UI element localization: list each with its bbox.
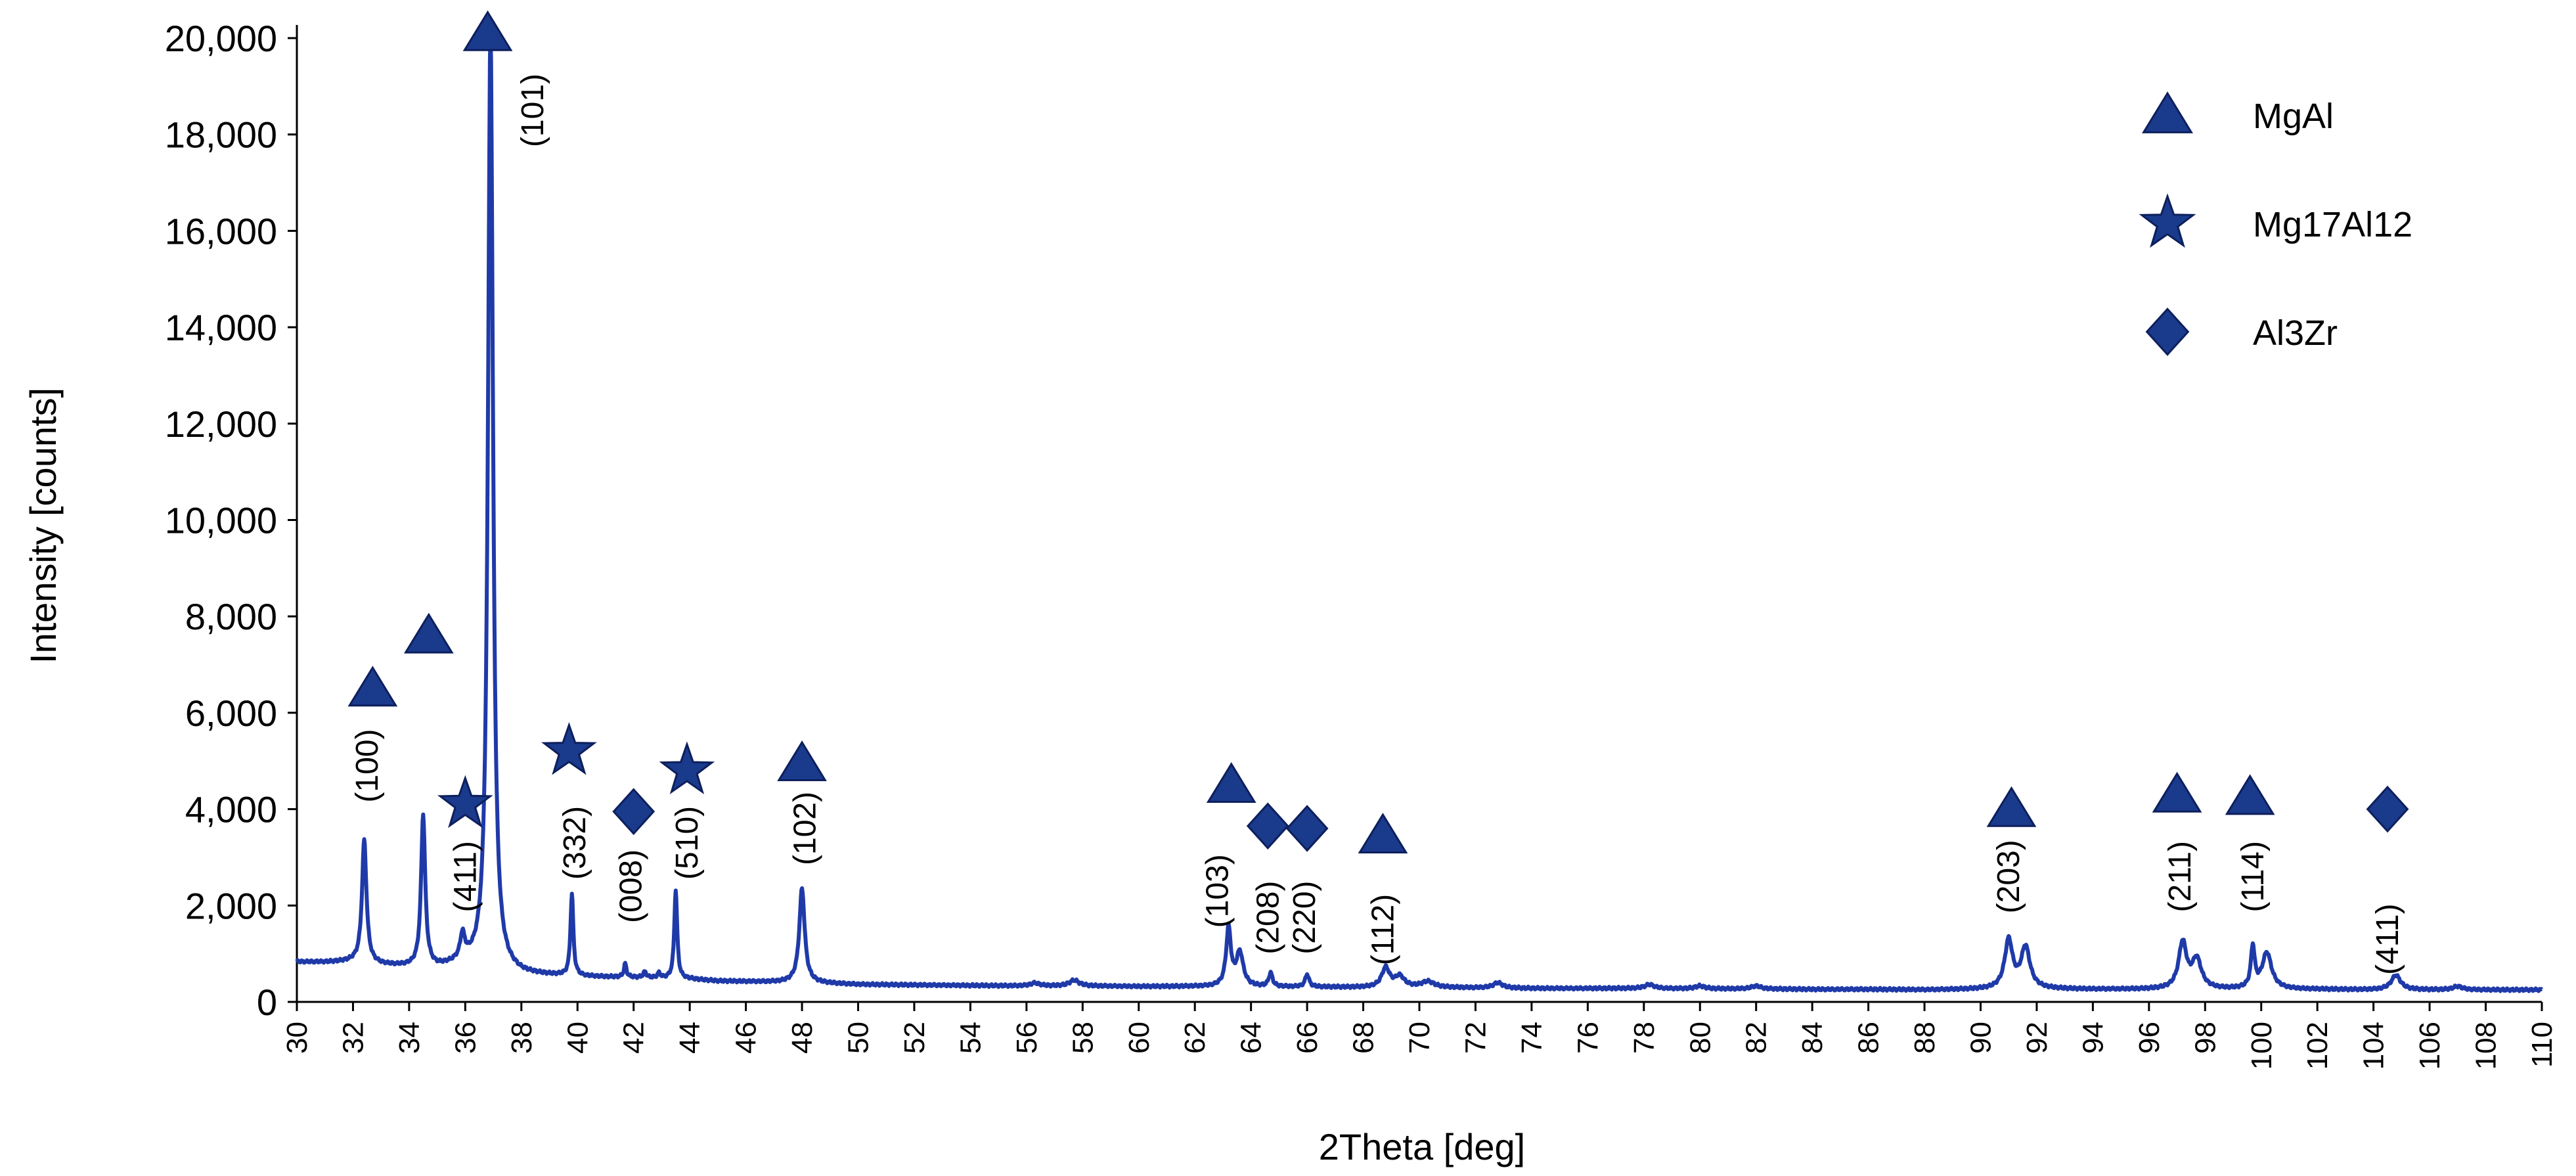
y-tick-label: 0: [257, 982, 277, 1023]
legend-label: Mg17Al12: [2253, 205, 2412, 244]
peak-label: (332): [558, 806, 592, 880]
y-tick-label: 14,000: [165, 307, 277, 348]
x-tick-label: 64: [1235, 1022, 1268, 1054]
x-tick-label: 42: [618, 1022, 650, 1054]
x-tick-label: 50: [843, 1022, 875, 1054]
peak-label: (112): [1366, 894, 1400, 966]
x-tick-label: 40: [562, 1022, 594, 1054]
triangle-marker: [2225, 774, 2275, 815]
x-tick-label: 32: [337, 1022, 369, 1054]
x-tick-label: 108: [2470, 1022, 2502, 1070]
x-axis-title: 2Theta [deg]: [1319, 1126, 1525, 1167]
legend-label: MgAl: [2253, 97, 2334, 136]
series: [295, 28, 2544, 993]
peak-label: (114): [2236, 841, 2271, 913]
x-tick-label: 82: [1741, 1022, 1773, 1054]
x-tick-label: 78: [1628, 1022, 1660, 1054]
triangle-marker: [2142, 91, 2193, 133]
y-tick-label: 16,000: [165, 210, 277, 252]
x-tick-label: 104: [2358, 1022, 2390, 1070]
x-tick-label: 90: [1965, 1022, 1997, 1054]
x-tick-label: 58: [1067, 1022, 1099, 1054]
x-tick-label: 48: [786, 1022, 818, 1054]
x-tick-label: 106: [2414, 1022, 2446, 1070]
peak-label: (220): [1287, 881, 1322, 955]
x-tick-label: 36: [449, 1022, 481, 1054]
x-tick-label: 94: [2077, 1022, 2109, 1054]
triangle-marker: [777, 740, 827, 782]
axes: 0 2,000 4,000 6,000 8,000 10,000 12,000 14,000 1…: [165, 18, 2558, 1070]
x-tick-label: 110: [2526, 1022, 2558, 1068]
x-tick-label: 98: [2189, 1022, 2221, 1054]
star-marker: [659, 741, 715, 795]
peak-label: (101): [516, 74, 550, 147]
triangle-marker: [462, 10, 513, 51]
peak-label: (008): [613, 849, 648, 923]
peak-label: (411): [2370, 903, 2405, 975]
x-tick-label: 30: [281, 1022, 313, 1054]
x-tick-label: 54: [954, 1022, 987, 1054]
x-tick-label: 60: [1123, 1022, 1155, 1054]
x-tick-label: 96: [2133, 1022, 2165, 1054]
x-tick-label: 52: [899, 1022, 931, 1054]
x-tick-label: 44: [674, 1022, 706, 1054]
y-axis-title: Intensity [counts]: [22, 388, 64, 664]
y-tick-label: 8,000: [185, 596, 277, 637]
x-tick-label: 46: [730, 1022, 763, 1054]
annotations: (100) (411) (101) (332) (008) (510) (102) (103)…: [350, 74, 2405, 975]
x-tick-label: 100: [2246, 1022, 2278, 1070]
x-tick-label: 38: [506, 1022, 538, 1054]
peak-label: (102): [788, 792, 822, 865]
peak-label: (208): [1251, 881, 1285, 955]
triangle-marker: [1358, 813, 1408, 854]
triangle-marker: [1986, 786, 2037, 827]
x-tick-label: 102: [2301, 1022, 2334, 1070]
diamond-marker: [2145, 307, 2190, 356]
peak-label: (103): [1200, 854, 1235, 928]
xrd-pattern-line: [295, 28, 2544, 993]
star-marker: [437, 775, 493, 828]
star-marker: [541, 722, 597, 775]
y-tick-label: 18,000: [165, 114, 277, 156]
x-tick-label: 70: [1404, 1022, 1436, 1054]
triangle-marker: [403, 612, 454, 654]
diamond-marker: [1246, 802, 1289, 850]
peak-label: (411): [448, 841, 483, 913]
x-tick-label: 34: [393, 1022, 426, 1054]
x-tick-label: 66: [1291, 1022, 1323, 1054]
y-tick-label: 12,000: [165, 403, 277, 445]
x-tick-label: 84: [1796, 1022, 1829, 1054]
peak-label: (211): [2163, 841, 2198, 913]
y-tick-label: 4,000: [185, 789, 277, 830]
x-tick-label: 74: [1516, 1022, 1548, 1054]
y-tick-label: 20,000: [165, 18, 277, 59]
x-tick-label: 92: [2021, 1022, 2053, 1054]
peak-label: (100): [350, 729, 385, 803]
x-tick-label: 56: [1011, 1022, 1043, 1054]
triangle-marker: [1206, 762, 1256, 803]
markers: [347, 10, 2409, 854]
triangle-marker: [347, 666, 398, 707]
legend-label: Al3Zr: [2253, 313, 2338, 353]
x-tick-label: 88: [1909, 1022, 1941, 1054]
x-tick-label: 80: [1684, 1022, 1716, 1054]
triangle-marker: [2152, 771, 2202, 813]
peak-label: (510): [670, 806, 705, 880]
x-tick-label: 68: [1348, 1022, 1380, 1054]
y-tick-label: 10,000: [165, 500, 277, 541]
diamond-marker: [1285, 805, 1329, 852]
peak-label: (203): [1991, 840, 2026, 913]
x-tick-label: 72: [1459, 1022, 1492, 1054]
x-tick-label: 76: [1572, 1022, 1604, 1054]
x-tick-label: 62: [1179, 1022, 1211, 1054]
x-tick-label: 86: [1853, 1022, 1885, 1054]
diamond-marker: [612, 788, 655, 836]
diamond-marker: [2366, 785, 2409, 833]
star-marker: [2139, 193, 2196, 248]
legend: MgAl Mg17Al12 Al3Zr: [2139, 91, 2412, 356]
y-tick-label: 6,000: [185, 692, 277, 734]
y-tick-label: 2,000: [185, 885, 277, 926]
